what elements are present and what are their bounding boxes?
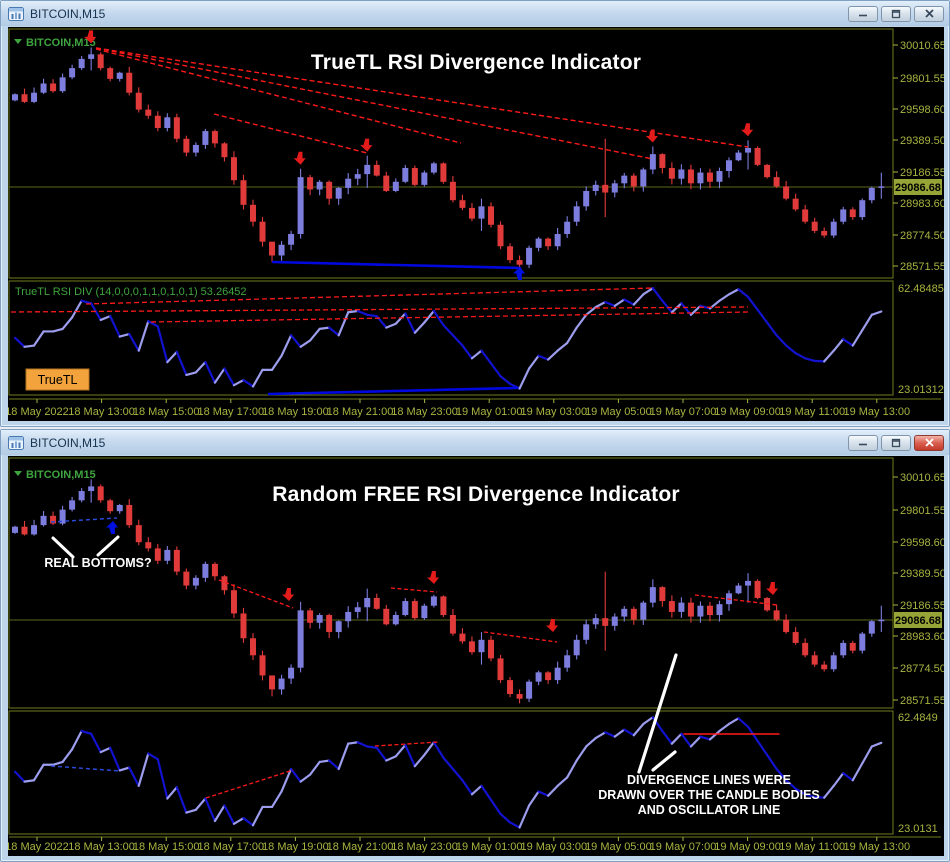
- svg-text:29598.60: 29598.60: [900, 104, 944, 116]
- close-button[interactable]: [914, 5, 944, 22]
- chart-window-icon: [8, 435, 24, 450]
- svg-text:19 May 05:00: 19 May 05:00: [585, 841, 652, 853]
- svg-text:28774.50: 28774.50: [900, 230, 944, 242]
- svg-text:28983.60: 28983.60: [900, 631, 944, 643]
- svg-text:BITCOIN,M15: BITCOIN,M15: [26, 37, 96, 49]
- svg-text:29186.55: 29186.55: [900, 600, 944, 612]
- chart-window-truetl: BITCOIN,M15 30010.65 29801.55 29598.60 2938…: [0, 0, 950, 427]
- svg-text:62.4849: 62.4849: [898, 712, 938, 724]
- svg-text:23.01312: 23.01312: [898, 384, 944, 396]
- svg-text:18 May 2022: 18 May 2022: [8, 406, 69, 418]
- chart-window-random: BITCOIN,M15 30010.65 29801.55 29598.60 2938…: [0, 429, 950, 862]
- svg-text:29389.50: 29389.50: [900, 568, 944, 580]
- svg-text:18 May 2022: 18 May 2022: [8, 841, 69, 853]
- price-chart-svg: 30010.65 29801.55 29598.60 29389.50 29186.55…: [8, 28, 944, 418]
- svg-text:18 May 21:00: 18 May 21:00: [327, 841, 394, 853]
- chart-area[interactable]: 30010.65 29801.55 29598.60 29389.50 29186.55…: [8, 456, 944, 856]
- svg-text:29086.68: 29086.68: [895, 615, 941, 627]
- window-title: BITCOIN,M15: [30, 435, 106, 450]
- chart-area[interactable]: 30010.65 29801.55 29598.60 29389.50 29186.55…: [8, 27, 944, 421]
- chart-window-icon: [8, 6, 24, 21]
- minimize-button[interactable]: [848, 434, 878, 451]
- svg-text:19 May 01:00: 19 May 01:00: [456, 841, 523, 853]
- svg-text:18 May 13:00: 18 May 13:00: [68, 406, 135, 418]
- restore-button[interactable]: [881, 5, 911, 22]
- svg-text:30010.65: 30010.65: [900, 472, 944, 484]
- svg-text:19 May 03:00: 19 May 03:00: [520, 841, 587, 853]
- svg-text:19 May 05:00: 19 May 05:00: [585, 406, 652, 418]
- svg-text:18 May 17:00: 18 May 17:00: [197, 841, 264, 853]
- svg-text:18 May 23:00: 18 May 23:00: [391, 841, 458, 853]
- svg-text:30010.65: 30010.65: [900, 40, 944, 52]
- svg-text:29186.55: 29186.55: [900, 167, 944, 179]
- svg-text:29801.55: 29801.55: [900, 505, 944, 517]
- svg-text:29086.68: 29086.68: [895, 182, 941, 194]
- svg-text:18 May 15:00: 18 May 15:00: [133, 406, 200, 418]
- svg-text:28571.55: 28571.55: [900, 695, 944, 707]
- svg-text:28774.50: 28774.50: [900, 663, 944, 675]
- svg-text:19 May 03:00: 19 May 03:00: [520, 406, 587, 418]
- close-button[interactable]: [914, 434, 944, 451]
- svg-text:19 May 01:00: 19 May 01:00: [456, 406, 523, 418]
- svg-text:BITCOIN,M15: BITCOIN,M15: [26, 469, 96, 481]
- window-title: BITCOIN,M15: [30, 6, 106, 21]
- svg-text:19 May 11:00: 19 May 11:00: [779, 841, 845, 853]
- svg-text:18 May 23:00: 18 May 23:00: [391, 406, 458, 418]
- svg-text:19 May 11:00: 19 May 11:00: [779, 406, 845, 418]
- svg-text:62.48485: 62.48485: [898, 283, 944, 295]
- svg-text:18 May 15:00: 18 May 15:00: [133, 841, 200, 853]
- svg-text:TrueTL RSI DIV (14,0,0,0,1,1,0: TrueTL RSI DIV (14,0,0,0,1,1,0,1,0,1) 53…: [15, 286, 247, 298]
- svg-text:29598.60: 29598.60: [900, 537, 944, 549]
- svg-text:29801.55: 29801.55: [900, 73, 944, 85]
- svg-text:18 May 19:00: 18 May 19:00: [262, 841, 329, 853]
- svg-text:19 May 07:00: 19 May 07:00: [650, 841, 717, 853]
- svg-text:TrueTL: TrueTL: [38, 373, 78, 387]
- price-chart-svg: 30010.65 29801.55 29598.60 29389.50 29186.55…: [8, 457, 944, 853]
- titlebar[interactable]: BITCOIN,M15: [1, 430, 949, 455]
- svg-text:19 May 07:00: 19 May 07:00: [650, 406, 717, 418]
- svg-text:29389.50: 29389.50: [900, 135, 944, 147]
- svg-text:19 May 09:00: 19 May 09:00: [714, 841, 781, 853]
- svg-text:19 May 13:00: 19 May 13:00: [843, 406, 910, 418]
- svg-text:18 May 19:00: 18 May 19:00: [262, 406, 329, 418]
- svg-text:28571.55: 28571.55: [900, 261, 944, 273]
- svg-text:18 May 13:00: 18 May 13:00: [68, 841, 135, 853]
- svg-text:18 May 17:00: 18 May 17:00: [197, 406, 264, 418]
- titlebar[interactable]: BITCOIN,M15: [1, 1, 949, 26]
- svg-text:23.0131: 23.0131: [898, 823, 938, 835]
- svg-text:19 May 13:00: 19 May 13:00: [843, 841, 910, 853]
- svg-text:18 May 21:00: 18 May 21:00: [327, 406, 394, 418]
- svg-text:28983.60: 28983.60: [900, 198, 944, 210]
- minimize-button[interactable]: [848, 5, 878, 22]
- svg-text:19 May 09:00: 19 May 09:00: [714, 406, 781, 418]
- restore-button[interactable]: [881, 434, 911, 451]
